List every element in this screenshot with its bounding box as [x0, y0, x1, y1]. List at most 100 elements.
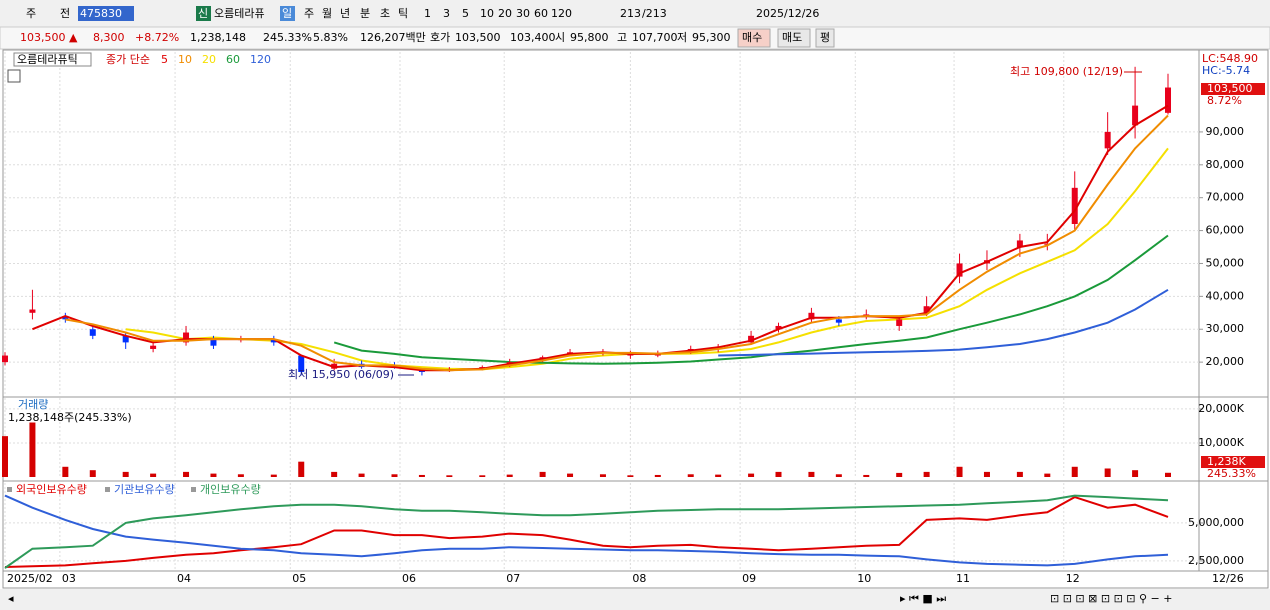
series-line	[65, 114, 1169, 372]
legend-entry: 60	[226, 53, 240, 66]
quote-button[interactable]	[777, 28, 811, 48]
quote-item[interactable]: 매수	[742, 31, 762, 44]
annotation: HC:-5.74	[1202, 64, 1250, 77]
candle-body	[1016, 240, 1023, 248]
volume-bar	[715, 474, 722, 477]
quote-item[interactable]: 매도	[782, 31, 802, 44]
toolbar-item[interactable]: /213	[642, 7, 667, 20]
volume-bar	[627, 475, 634, 477]
series-line	[718, 288, 1169, 357]
x-tick-label: 10	[857, 572, 871, 585]
quote-button[interactable]	[737, 28, 771, 48]
volume-bar	[983, 471, 990, 477]
candle-body	[1132, 105, 1139, 126]
candle-body	[270, 339, 277, 343]
y-tick-label: 50,000	[1206, 256, 1245, 269]
quote-item: 103,500	[455, 31, 501, 44]
toolbar-item[interactable]: 주	[26, 7, 36, 20]
volume-bar	[183, 471, 190, 477]
quote-button[interactable]	[815, 28, 835, 48]
candle-body	[183, 332, 190, 343]
volume-bar	[358, 473, 365, 477]
toolbar-highlight	[78, 6, 134, 21]
panel-title: 거래량	[18, 398, 48, 411]
toolbar-item[interactable]: 틱	[398, 7, 408, 20]
volume-bar	[835, 474, 842, 477]
volume-bar	[150, 473, 157, 477]
toolbar-item[interactable]: 일	[282, 6, 292, 20]
toolbar-item[interactable]: 120	[551, 7, 572, 20]
candle-body	[835, 319, 842, 323]
annotation: LC:548.90	[1202, 52, 1258, 65]
volume-bar	[89, 470, 96, 477]
toolbar-item[interactable]: 오름테라퓨	[214, 7, 265, 20]
toolbar-item[interactable]: 2025/12/26	[756, 7, 819, 20]
toolbar-highlight	[280, 6, 295, 21]
x-tick-label: 12	[1066, 572, 1080, 585]
toolbar-item[interactable]: 월	[322, 7, 332, 20]
y-tick-label: 2,500,000	[1188, 554, 1244, 567]
price-tag: 103,500	[1207, 82, 1253, 95]
x-tick-label: 08	[632, 572, 646, 585]
candle-body	[150, 345, 157, 349]
annotation: 최저 15,950 (06/09)	[288, 368, 394, 381]
toolbar-item[interactable]: 전	[60, 7, 70, 20]
volume-bar	[446, 475, 453, 477]
price-tag-bg	[1201, 83, 1265, 95]
toolbar-item[interactable]: 초	[380, 7, 390, 20]
scrollbar[interactable]	[0, 589, 1270, 610]
quote-item: 5.83%	[313, 31, 348, 44]
series-line	[4, 494, 1169, 569]
quote-item: 95,300	[692, 31, 731, 44]
volume-bar	[237, 474, 244, 477]
y-tick-label: 40,000	[1206, 289, 1245, 302]
y-tick-label: 20,000K	[1198, 402, 1244, 415]
x-tick-label: 11	[956, 572, 970, 585]
quote-item: 126,207백만	[360, 31, 426, 44]
legend-entry: 외국인보유수량	[16, 483, 87, 496]
toolbar-item[interactable]: 년	[340, 7, 350, 20]
table-icon[interactable]	[7, 69, 21, 83]
volume-bar	[863, 474, 870, 477]
volume-bar	[923, 471, 930, 477]
candle-body	[1104, 131, 1111, 149]
nav-buttons[interactable]: ▸ ⏮ ■ ⏭	[900, 592, 946, 605]
toolbar-item[interactable]: 5	[462, 7, 469, 20]
legend-swatch	[7, 487, 12, 492]
toolbar-item[interactable]: 주	[304, 7, 314, 20]
volume-bar	[687, 474, 694, 477]
quote-item: 호가	[430, 31, 450, 44]
y-tick-label: 70,000	[1206, 191, 1245, 204]
toolbar-item[interactable]: 3	[443, 7, 450, 20]
toolbar-item[interactable]: 신	[198, 7, 208, 20]
toolbar-item[interactable]: 분	[360, 7, 370, 20]
x-tick-label: 03	[62, 572, 76, 585]
y-tick-label: 10,000K	[1198, 436, 1244, 449]
zoom-buttons[interactable]: ⊡ ⊡ ⊡ ⊠ ⊡ ⊡ ⊡ ⚲ − +	[1050, 592, 1172, 605]
volume-bar	[298, 461, 305, 477]
legend-swatch	[105, 487, 110, 492]
toolbar-item[interactable]: 20	[498, 7, 512, 20]
quote-item[interactable]: 평	[820, 31, 830, 44]
quote-bg	[0, 26, 1270, 50]
y-tick-label: 60,000	[1206, 224, 1245, 237]
ratio-tag: 245.33%	[1207, 467, 1256, 480]
volume-bar	[210, 473, 217, 477]
candle-body	[210, 339, 217, 346]
toolbar-item[interactable]: 10	[480, 7, 494, 20]
toolbar-item[interactable]: 30	[516, 7, 530, 20]
toolbar-item[interactable]: 475830	[80, 7, 122, 20]
y-tick-label: 5,000,000	[1188, 516, 1244, 529]
x-tick-label: 12/26	[1212, 572, 1244, 585]
volume-bar	[808, 471, 815, 477]
volume-bar	[418, 474, 425, 477]
quote-item: 8,300	[93, 31, 125, 44]
toolbar-item[interactable]: 1	[424, 7, 431, 20]
volume-bar	[270, 474, 277, 477]
quote-item: 시	[555, 31, 565, 44]
scroll-left[interactable]: ◂	[8, 592, 14, 605]
toolbar-item[interactable]: 213	[620, 7, 641, 20]
candle-body	[62, 316, 69, 320]
toolbar-item[interactable]: 60	[534, 7, 548, 20]
